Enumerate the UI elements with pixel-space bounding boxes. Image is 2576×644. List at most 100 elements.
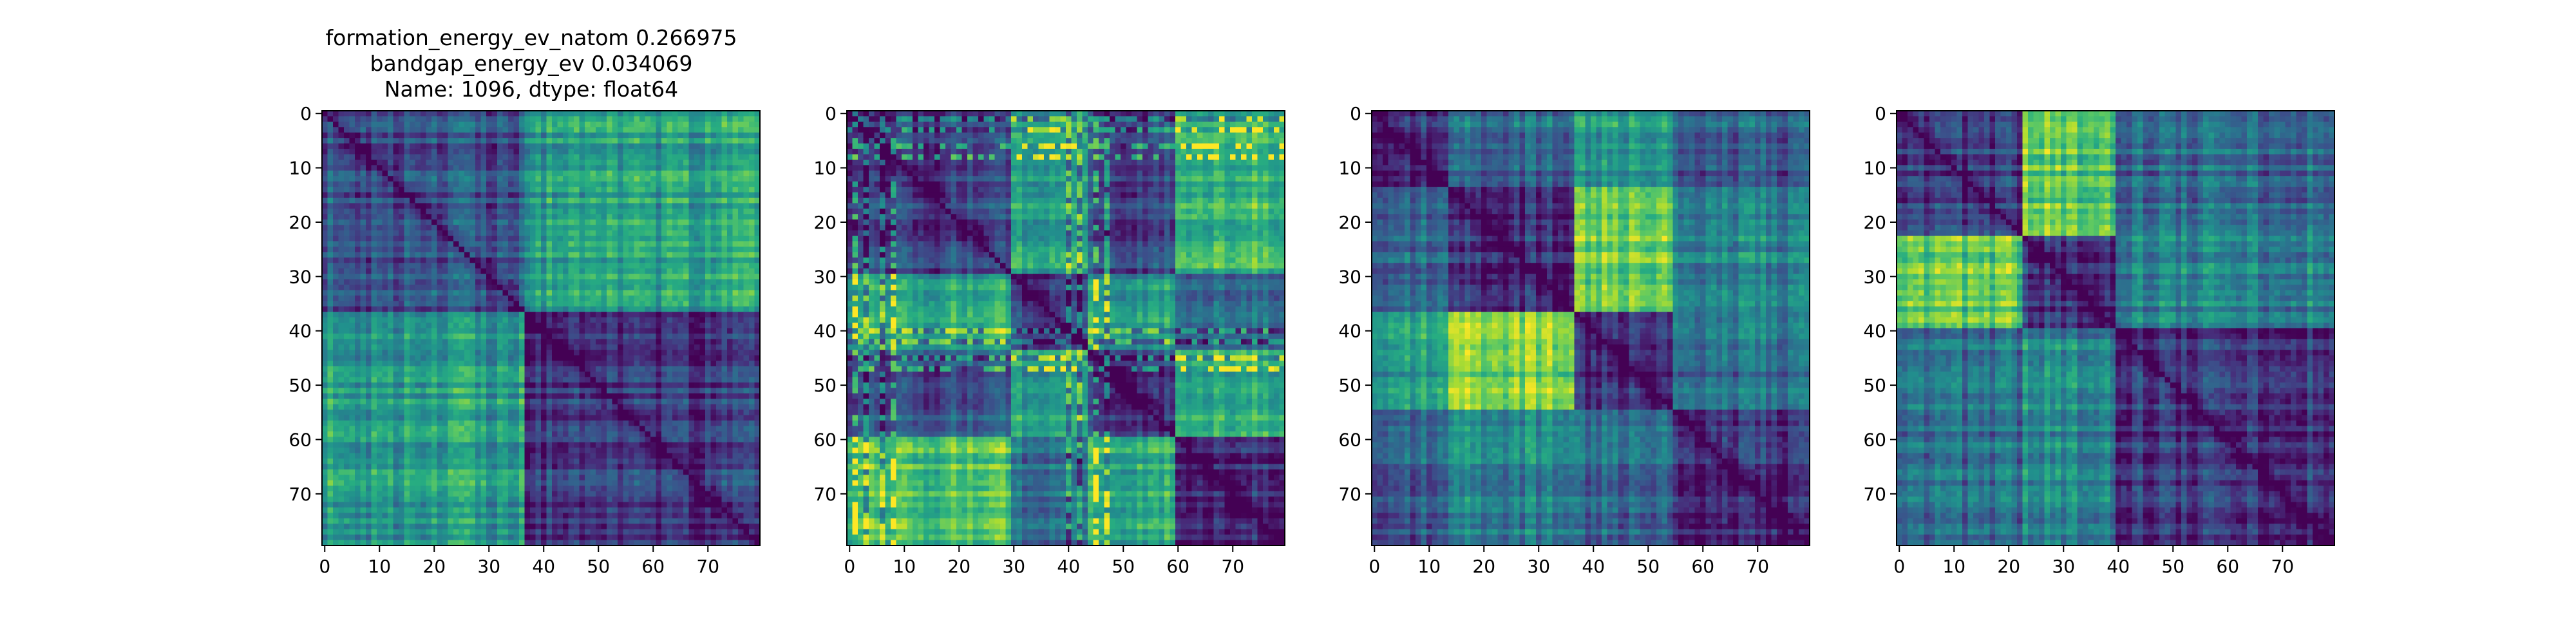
heatmap-cell	[552, 404, 558, 410]
heatmap-cell	[453, 312, 460, 318]
heatmap-cell	[563, 170, 569, 176]
heatmap-cell	[513, 295, 520, 301]
heatmap-cell	[508, 382, 515, 388]
heatmap-cell	[579, 393, 585, 399]
heatmap-cell	[475, 442, 482, 448]
heatmap-cell	[672, 225, 679, 231]
heatmap-cell	[338, 176, 345, 182]
heatmap-cell	[743, 154, 750, 160]
heatmap-cell	[677, 187, 684, 193]
heatmap-cell	[656, 426, 662, 432]
heatmap-cell	[590, 420, 596, 426]
heatmap-cell	[415, 393, 421, 399]
heatmap-cell	[738, 252, 744, 258]
heatmap-cell	[705, 127, 712, 133]
heatmap-cell	[683, 159, 690, 166]
heatmap-cell	[607, 377, 613, 383]
heatmap-cell	[650, 393, 657, 399]
heatmap-cell	[688, 246, 695, 252]
heatmap-cell	[464, 333, 471, 339]
heatmap-cell	[721, 170, 728, 176]
heatmap-cell	[404, 323, 410, 329]
heatmap-cell	[399, 366, 405, 372]
heatmap-cell	[535, 415, 542, 421]
heatmap-cell	[607, 410, 613, 416]
heatmap-cell	[623, 236, 629, 242]
heatmap-cell	[694, 350, 701, 356]
heatmap-cell	[694, 111, 701, 117]
heatmap-cell	[623, 437, 629, 443]
heatmap-cell	[677, 257, 684, 263]
heatmap-cell	[442, 159, 449, 166]
heatmap-cell	[585, 344, 591, 350]
heatmap-cell	[333, 312, 339, 318]
heatmap-cell	[355, 431, 361, 437]
heatmap-cell	[327, 382, 334, 388]
heatmap-cell	[623, 328, 629, 334]
heatmap-cell	[513, 192, 520, 198]
heatmap-cell	[563, 339, 569, 345]
heatmap-cell	[437, 246, 443, 252]
heatmap-cell	[645, 306, 651, 312]
heatmap-cell	[590, 225, 596, 231]
heatmap-cell	[721, 165, 728, 171]
heatmap-cell	[579, 252, 585, 258]
heatmap-cell	[388, 306, 394, 312]
heatmap-cell	[322, 393, 328, 399]
heatmap-cell	[618, 399, 624, 405]
heatmap-cell	[623, 181, 629, 187]
heatmap-cell	[552, 121, 558, 128]
heatmap-cell	[448, 355, 454, 361]
heatmap-cell	[349, 225, 355, 231]
heatmap-cell	[557, 121, 564, 128]
heatmap-cell	[437, 312, 443, 318]
heatmap-cell	[688, 203, 695, 209]
heatmap-cell	[480, 187, 487, 193]
heatmap-cell	[388, 165, 394, 171]
heatmap-cell	[623, 415, 629, 421]
heatmap-cell	[656, 442, 662, 448]
heatmap-cell	[552, 149, 558, 155]
heatmap-cell	[469, 350, 476, 356]
heatmap-cell	[546, 382, 553, 388]
heatmap-cell	[469, 388, 476, 394]
heatmap-cell	[491, 448, 498, 454]
heatmap-cell	[585, 154, 591, 160]
heatmap-cell	[557, 339, 564, 345]
heatmap-cell	[497, 426, 504, 432]
heatmap-cell	[546, 268, 553, 274]
heatmap-cell	[480, 344, 487, 350]
heatmap-cell	[705, 192, 712, 198]
heatmap-cell	[710, 165, 717, 171]
heatmap-cell	[590, 192, 596, 198]
heatmap-cell	[530, 257, 536, 263]
heatmap-cell	[453, 431, 460, 437]
heatmap-cell	[677, 344, 684, 350]
heatmap-cell	[656, 328, 662, 334]
heatmap-cell	[327, 154, 334, 160]
heatmap-cell	[349, 263, 355, 269]
heatmap-cell	[442, 138, 449, 144]
heatmap-cell	[349, 350, 355, 356]
heatmap-cell	[355, 252, 361, 258]
heatmap-cell	[710, 295, 717, 301]
heatmap-cell	[645, 382, 651, 388]
heatmap-cell	[371, 317, 377, 323]
heatmap-cell	[415, 116, 421, 122]
heatmap-cell	[585, 295, 591, 301]
heatmap-cell	[721, 149, 728, 155]
heatmap-cell	[688, 344, 695, 350]
heatmap-cell	[557, 170, 564, 176]
heatmap-cell	[716, 350, 723, 356]
heatmap-cell	[710, 176, 717, 182]
heatmap-cell	[349, 154, 355, 160]
heatmap-cell	[618, 192, 624, 198]
heatmap-cell	[634, 176, 640, 182]
heatmap-cell	[377, 328, 383, 334]
heatmap-cell	[486, 279, 493, 285]
heatmap-cell	[508, 361, 515, 367]
heatmap-cell	[618, 339, 624, 345]
heatmap-cell	[563, 143, 569, 149]
heatmap-cell	[519, 279, 526, 285]
heatmap-cell	[585, 333, 591, 339]
